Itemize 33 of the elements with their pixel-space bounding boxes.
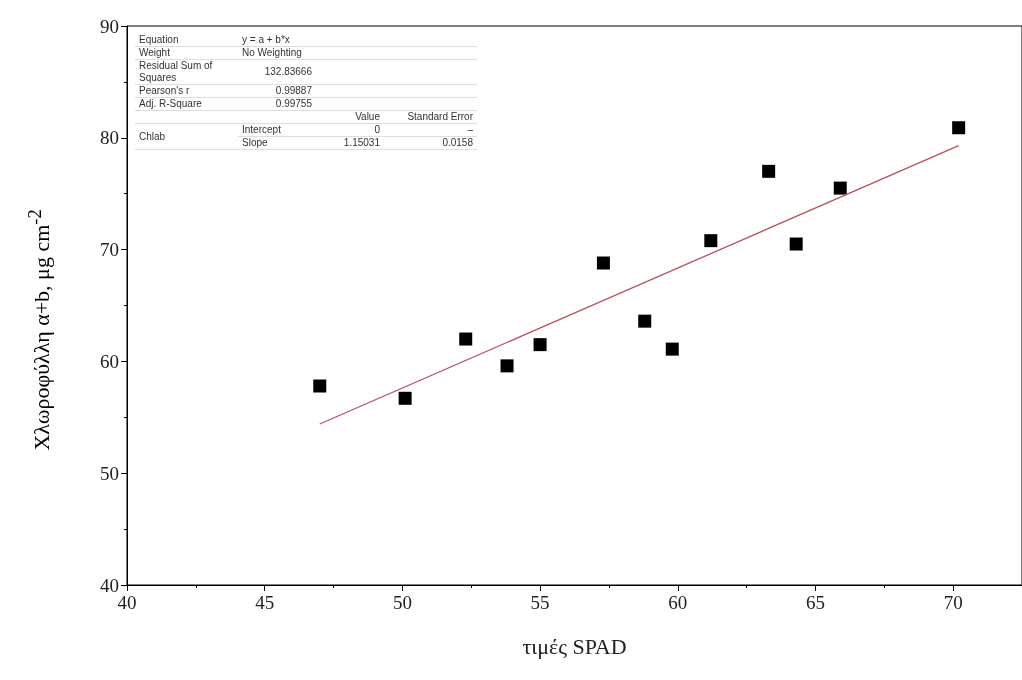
annotation: Slope [238,136,316,150]
annotation: – [384,123,477,137]
annotation: Intercept [238,123,316,137]
annotation: 1.15031 [316,136,384,150]
annotation: 132.83666 [238,59,316,85]
x-tick-label: 40 [117,592,137,613]
x-tick-label: 60 [668,592,688,613]
x-tick-label: 70 [943,592,963,613]
annotation: Equation [135,34,238,47]
annotation: 0.0158 [384,136,477,150]
annotation: Residual Sum of Squares [135,59,238,85]
annotation: Value [316,110,384,124]
annotation: Standard Error [384,110,477,124]
x-tick-label: 50 [392,592,412,613]
annotation: Weight [135,46,238,60]
annotation: 0.99887 [238,84,316,98]
y-tick-label: 40 [100,574,119,596]
annotation: y = a + b*x [238,34,316,47]
y-tick-label: 60 [100,350,119,372]
annotation: Chlab [135,123,238,150]
x-axis-title: τιμές SPAD [522,633,627,659]
x-tick-label: 65 [805,592,825,613]
y-tick-label: 90 [100,15,119,37]
annotation: Pearson's r [135,84,238,98]
y-tick-label: 70 [100,239,119,261]
y-tick-label: 80 [100,127,119,149]
annotation: No Weighting [238,46,316,60]
x-tick-label: 45 [255,592,275,613]
x-tick-label: 55 [530,592,550,613]
annotation: Adj. R-Square [135,97,238,111]
annotation: 0.99755 [238,97,316,111]
y-tick-label: 50 [100,462,119,484]
annotation: 0 [316,123,384,137]
